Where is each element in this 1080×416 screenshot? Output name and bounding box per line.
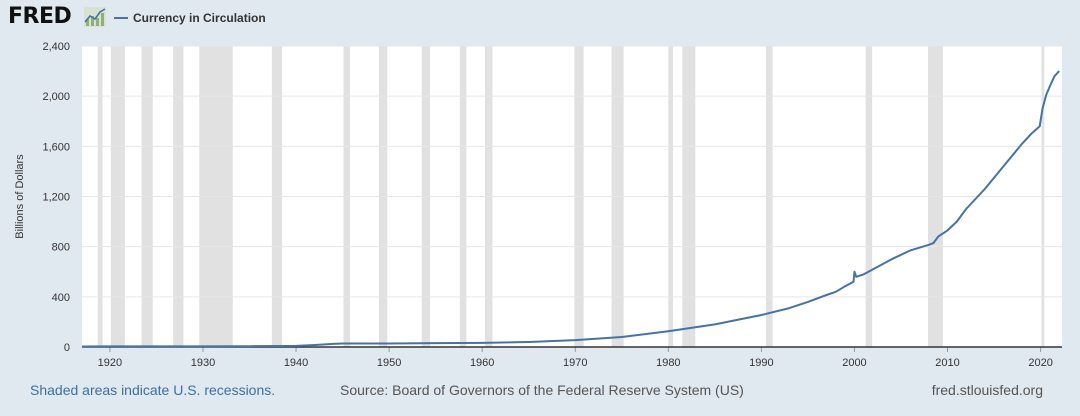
series-line[interactable] [81,70,1060,348]
x-tick-label: 1960 [470,357,494,369]
y-tick-label: 800 [52,242,70,254]
x-tick-label: 1970 [563,357,587,369]
y-tick-label: 400 [52,292,70,304]
source-note: Source: Board of Governors of the Federa… [340,382,744,398]
y-tick-label: 2,400 [42,41,70,53]
x-tick-label: 2020 [1028,357,1052,369]
x-tick-label: 2000 [842,357,866,369]
fred-chart-icon [84,7,106,27]
y-tick-label: 1,200 [42,192,70,204]
y-tick-label: 0 [64,342,70,354]
x-tick-label: 1980 [656,357,680,369]
chart-header: FRED Currency in Circulation [0,0,1080,36]
y-tick-label: 1,600 [42,141,70,153]
x-tick-label: 1950 [377,357,401,369]
x-tick-label: 1940 [284,357,308,369]
y-axis-label: Billions of Dollars [14,154,26,239]
x-tick-label: 1920 [98,357,122,369]
recession-note[interactable]: Shaded areas indicate U.S. recessions. [30,382,276,398]
x-tick-label: 1990 [749,357,773,369]
x-tick-label: 1930 [191,357,215,369]
line-chart[interactable]: 0 400 800 1,200 1,600 2,000 2,400 1920 1930 1940 1… [0,36,1080,370]
chart-legend[interactable]: Currency in Circulation [114,10,266,26]
legend-line-swatch [114,17,128,19]
chart-area[interactable]: 0 400 800 1,200 1,600 2,000 2,400 1920 1930 1940 1… [0,36,1080,370]
y-tick-label: 2,000 [42,91,70,103]
site-link[interactable]: fred.stlouisfed.org [931,382,1043,398]
fred-logo[interactable]: FRED [8,4,72,29]
x-tick-label: 2010 [935,357,959,369]
legend-label: Currency in Circulation [133,11,266,25]
